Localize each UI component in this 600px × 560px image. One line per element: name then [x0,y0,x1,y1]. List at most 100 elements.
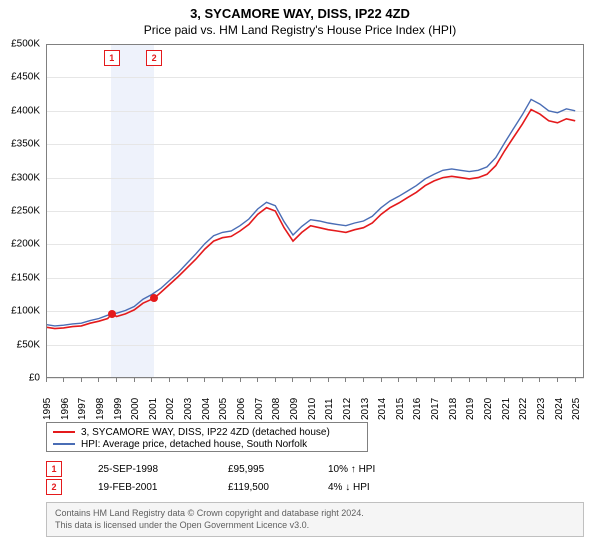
x-tick-mark [257,378,258,382]
x-tick-label: 2002 [165,398,176,420]
x-tick-label: 2019 [465,398,476,420]
x-tick-mark [169,378,170,382]
x-tick-label: 1998 [95,398,106,420]
x-tick-label: 2023 [536,398,547,420]
x-tick-mark [416,378,417,382]
x-tick-mark [98,378,99,382]
y-tick-label: £150K [11,272,40,283]
sale-price: £95,995 [228,464,298,475]
sale-pct: 4% ↓ HPI [328,482,370,493]
legend-label: HPI: Average price, detached house, Sout… [81,439,307,450]
x-tick-mark [522,378,523,382]
x-tick-label: 1999 [113,398,124,420]
legend-swatch [53,443,75,445]
x-tick-label: 2025 [571,398,582,420]
y-tick-label: £200K [11,239,40,250]
x-tick-label: 2024 [554,398,565,420]
x-tick-label: 2000 [130,398,141,420]
x-tick-mark [81,378,82,382]
series-hpi [46,99,575,326]
x-tick-label: 2003 [183,398,194,420]
x-tick-mark [504,378,505,382]
x-tick-mark [328,378,329,382]
x-tick-mark [240,378,241,382]
y-tick-label: £500K [11,39,40,50]
chart-container: 3, SYCAMORE WAY, DISS, IP22 4ZD Price pa… [0,0,600,560]
y-tick-label: £350K [11,139,40,150]
x-tick-label: 2008 [271,398,282,420]
sale-row-marker: 1 [46,461,62,477]
x-tick-label: 1996 [60,398,71,420]
sale-marker-1: 1 [104,50,120,66]
x-tick-label: 2012 [342,398,353,420]
y-tick-label: £50K [17,339,40,350]
x-tick-mark [187,378,188,382]
attribution-line1: Contains HM Land Registry data © Crown c… [55,508,575,520]
x-tick-label: 2020 [483,398,494,420]
x-tick-label: 2009 [289,398,300,420]
attribution-line2: This data is licensed under the Open Gov… [55,520,575,532]
attribution: Contains HM Land Registry data © Crown c… [46,502,584,537]
sales-list: 1 25-SEP-1998 £95,995 10% ↑ HPI 2 19-FEB-2001… [46,460,375,496]
x-tick-mark [398,378,399,382]
y-axis: £0£50K£100K£150K£200K£250K£300K£350K£400… [0,44,44,378]
x-tick-label: 1997 [77,398,88,420]
x-tick-label: 2006 [236,398,247,420]
plot-background: 12 [46,44,584,378]
legend-item: HPI: Average price, detached house, Sout… [53,438,361,450]
sale-dot-2 [150,294,158,302]
chart-title: 3, SYCAMORE WAY, DISS, IP22 4ZD [0,0,600,21]
x-tick-label: 2018 [448,398,459,420]
x-tick-mark [363,378,364,382]
chart-lines [46,44,584,378]
x-tick-mark [46,378,47,382]
x-tick-label: 1995 [42,398,53,420]
x-tick-mark [151,378,152,382]
sale-pct: 10% ↑ HPI [328,464,375,475]
x-tick-mark [345,378,346,382]
legend-label: 3, SYCAMORE WAY, DISS, IP22 4ZD (detache… [81,427,330,438]
x-tick-label: 2013 [360,398,371,420]
x-tick-label: 2022 [518,398,529,420]
sale-row-marker: 2 [46,479,62,495]
x-tick-label: 2011 [324,398,335,420]
x-tick-mark [486,378,487,382]
x-tick-label: 2005 [218,398,229,420]
x-tick-mark [381,378,382,382]
x-tick-label: 2014 [377,398,388,420]
x-tick-mark [539,378,540,382]
y-tick-label: £100K [11,306,40,317]
sale-date: 19-FEB-2001 [98,482,198,493]
x-tick-label: 2001 [148,398,159,420]
sale-price: £119,500 [228,482,298,493]
sale-marker-2: 2 [146,50,162,66]
x-tick-mark [275,378,276,382]
sale-row: 1 25-SEP-1998 £95,995 10% ↑ HPI [46,460,375,478]
sale-date: 25-SEP-1998 [98,464,198,475]
y-tick-label: £300K [11,172,40,183]
x-tick-mark [451,378,452,382]
x-tick-mark [204,378,205,382]
y-tick-label: £0 [29,373,40,384]
legend-swatch [53,431,75,433]
x-tick-label: 2021 [501,398,512,420]
x-tick-mark [469,378,470,382]
y-tick-label: £250K [11,206,40,217]
x-tick-label: 2004 [201,398,212,420]
x-tick-label: 2015 [395,398,406,420]
x-tick-mark [575,378,576,382]
sale-row: 2 19-FEB-2001 £119,500 4% ↓ HPI [46,478,375,496]
x-tick-mark [434,378,435,382]
legend-item: 3, SYCAMORE WAY, DISS, IP22 4ZD (detache… [53,426,361,438]
x-tick-mark [292,378,293,382]
y-tick-label: £450K [11,72,40,83]
sale-dot-1 [108,310,116,318]
x-tick-label: 2016 [412,398,423,420]
x-tick-mark [557,378,558,382]
y-tick-label: £400K [11,105,40,116]
x-tick-mark [116,378,117,382]
x-tick-label: 2017 [430,398,441,420]
chart-subtitle: Price paid vs. HM Land Registry's House … [0,21,600,37]
x-tick-label: 2010 [307,398,318,420]
x-tick-mark [310,378,311,382]
